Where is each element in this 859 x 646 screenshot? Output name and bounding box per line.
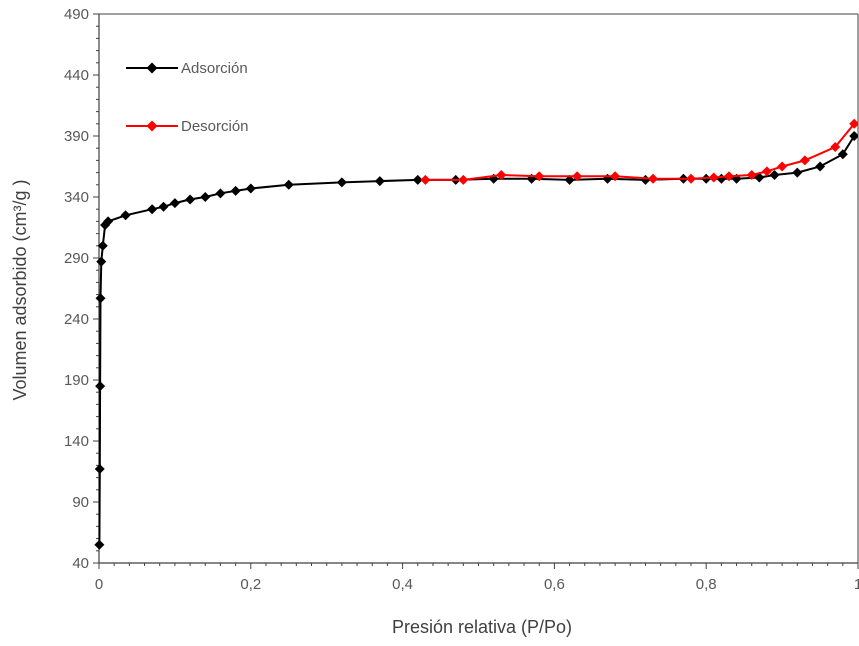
data-point-1: [534, 171, 545, 182]
data-point-1: [761, 166, 772, 177]
data-point-0: [849, 131, 858, 141]
data-point-0: [230, 185, 241, 196]
data-point-0: [200, 192, 211, 202]
data-point-0: [158, 201, 169, 212]
data-point-0: [769, 170, 780, 181]
data-point-0: [103, 216, 114, 227]
data-point-0: [283, 179, 294, 190]
data-point-1: [830, 141, 841, 152]
data-point-1: [746, 170, 757, 181]
x-tick-label: 1: [854, 576, 859, 593]
data-point-0: [185, 194, 196, 205]
x-tick-label: 0,4: [392, 576, 413, 593]
data-point-0: [412, 174, 423, 185]
data-point-0: [94, 539, 105, 550]
y-tick-label: 240: [64, 311, 89, 328]
series-layer: [94, 118, 858, 550]
data-point-0: [245, 183, 256, 194]
x-tick-label: 0,2: [240, 576, 261, 593]
data-point-1: [648, 173, 659, 184]
data-point-0: [215, 188, 226, 199]
data-point-0: [94, 464, 105, 475]
data-point-0: [96, 256, 107, 267]
data-point-1: [610, 171, 621, 182]
data-point-0: [336, 177, 347, 188]
axes-layer: 40 90 140 190 240 290 340 390 440 490 0 0,2 0,4 0,6 0,…: [64, 6, 859, 593]
series-line-1: [425, 123, 855, 181]
data-point-0: [95, 381, 106, 392]
y-tick-label: 140: [64, 433, 89, 450]
data-point-1: [849, 118, 858, 129]
x-tick-label: 0,8: [696, 576, 717, 593]
data-point-0: [169, 198, 180, 209]
legend: Adsorción Desorción: [126, 60, 249, 135]
y-tick-label: 40: [72, 555, 89, 572]
data-point-1: [458, 174, 469, 185]
y-tick-label: 390: [64, 128, 89, 145]
series-0: [94, 131, 858, 550]
y-tick-label: 290: [64, 250, 89, 267]
data-point-0: [792, 167, 803, 178]
data-point-0: [716, 173, 727, 184]
data-point-0: [837, 149, 848, 160]
series-1: [420, 118, 858, 185]
legend-marker-1: [146, 120, 158, 132]
data-point-0: [602, 173, 613, 184]
legend-marker-0: [146, 62, 158, 74]
data-point-0: [564, 174, 575, 185]
data-point-1: [777, 161, 788, 172]
data-point-1: [686, 173, 697, 184]
data-point-1: [572, 171, 583, 182]
data-point-0: [374, 176, 385, 187]
data-point-1: [496, 170, 507, 181]
x-tick-label: 0: [95, 576, 103, 593]
y-tick-label: 340: [64, 189, 89, 206]
data-point-0: [95, 293, 106, 304]
data-point-0: [815, 161, 826, 172]
data-point-0: [147, 204, 158, 215]
y-axis-title: Volumen adsorbido (cm³/g ): [10, 179, 30, 400]
data-point-1: [420, 174, 431, 185]
y-tick-label: 90: [72, 494, 89, 511]
series-line-0: [98, 135, 856, 545]
data-point-0: [754, 172, 765, 183]
data-point-0: [640, 174, 651, 185]
legend-label-0: Adsorción: [181, 60, 248, 77]
data-point-0: [97, 240, 108, 251]
data-point-0: [120, 210, 131, 221]
data-point-1: [708, 172, 719, 183]
data-point-1: [799, 155, 810, 166]
x-tick-label: 0,6: [544, 576, 565, 593]
legend-label-1: Desorción: [181, 118, 249, 135]
x-axis-title: Presión relativa (P/Po): [392, 617, 572, 637]
data-point-1: [723, 171, 734, 182]
y-tick-label: 190: [64, 372, 89, 389]
y-tick-label: 440: [64, 67, 89, 84]
y-tick-label: 490: [64, 6, 89, 23]
